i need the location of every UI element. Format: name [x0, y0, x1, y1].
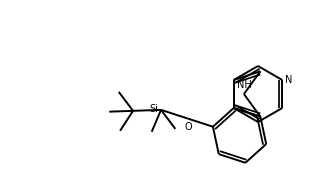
Text: O: O	[185, 122, 193, 132]
Text: N: N	[285, 75, 293, 85]
Text: NH: NH	[236, 80, 251, 90]
Text: Si: Si	[149, 104, 158, 114]
